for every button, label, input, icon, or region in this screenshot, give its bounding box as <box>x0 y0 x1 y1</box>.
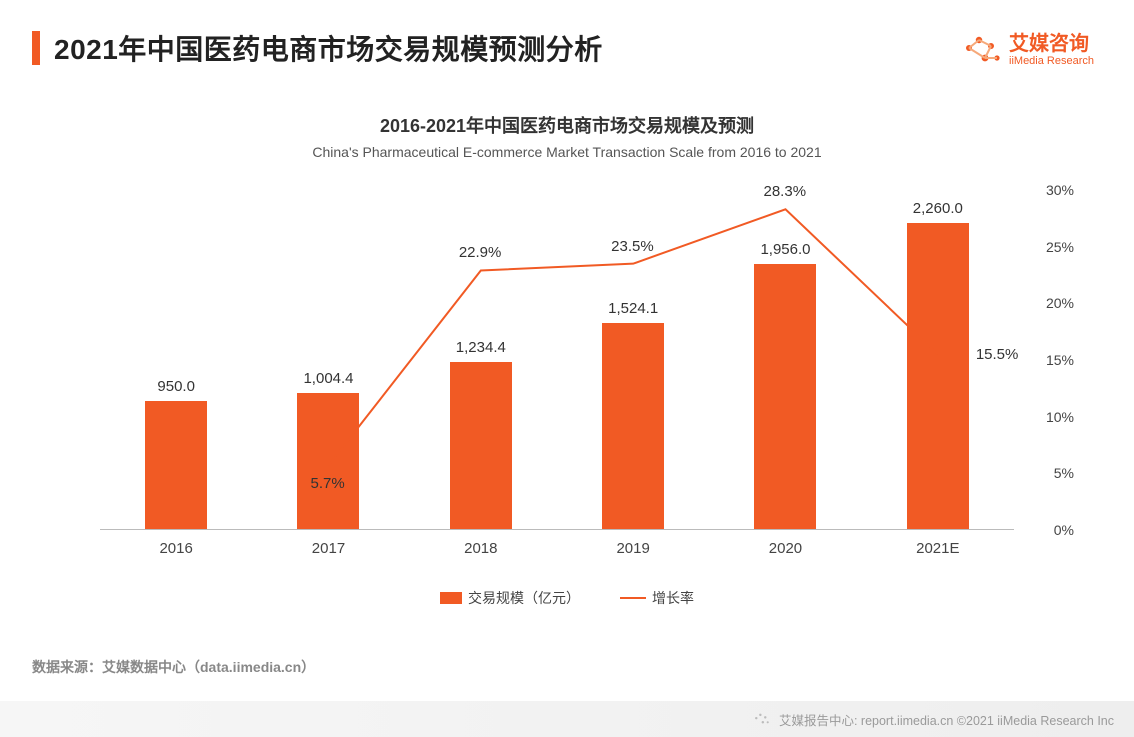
legend-swatch-bar <box>440 592 462 604</box>
data-source: 数据来源：艾媒数据中心（data.iimedia.cn） <box>32 657 315 677</box>
chart-plot: 950.01,004.41,234.41,524.11,956.02,260.0… <box>100 190 1014 530</box>
brand-name-cn: 艾媒咨询 <box>1009 33 1094 55</box>
growth-rate-label: 28.3% <box>764 183 807 200</box>
title-wrap: 2021年中国医药电商市场交易规模预测分析 <box>32 28 603 68</box>
chart-area: 950.01,004.41,234.41,524.11,956.02,260.0… <box>100 190 1074 570</box>
y2-tick-label: 15% <box>1046 352 1074 368</box>
growth-rate-label: 5.7% <box>311 475 345 492</box>
x-tick-label: 2019 <box>557 530 709 570</box>
y2-tick-label: 30% <box>1046 182 1074 198</box>
y2-tick-label: 20% <box>1046 295 1074 311</box>
legend-line-label: 增长率 <box>652 588 694 608</box>
growth-line <box>100 190 1014 530</box>
header: 2021年中国医药电商市场交易规模预测分析 艾媒咨询 iiMedia Resea… <box>0 0 1134 72</box>
growth-rate-label: 23.5% <box>611 238 654 255</box>
page-title: 2021年中国医药电商市场交易规模预测分析 <box>54 28 603 68</box>
footer-text: 艾媒报告中心: report.iimedia.cn ©2021 iiMedia … <box>779 710 1114 729</box>
y2-tick-label: 5% <box>1054 465 1074 481</box>
growth-rate-label: 15.5% <box>976 346 1019 363</box>
growth-rate-label: 22.9% <box>459 244 502 261</box>
y2-tick-label: 10% <box>1046 409 1074 425</box>
legend-item-line: 增长率 <box>620 588 694 608</box>
title-accent-bar <box>32 31 40 65</box>
legend-swatch-line <box>620 597 646 599</box>
x-tick-label: 2016 <box>100 530 252 570</box>
chart-title-en: China's Pharmaceutical E-commerce Market… <box>0 144 1134 160</box>
x-tick-label: 2018 <box>405 530 557 570</box>
chart-legend: 交易规模（亿元） 增长率 <box>0 588 1134 608</box>
y2-tick-label: 0% <box>1054 522 1074 538</box>
brand-icon <box>961 28 1005 72</box>
brand-name-en: iiMedia Research <box>1009 55 1094 67</box>
legend-bar-label: 交易规模（亿元） <box>468 588 580 608</box>
x-tick-label: 2021E <box>862 530 1014 570</box>
chart-titles: 2016-2021年中国医药电商市场交易规模及预测 China's Pharma… <box>0 112 1134 160</box>
legend-item-bar: 交易规模（亿元） <box>440 588 580 608</box>
footer: 艾媒报告中心: report.iimedia.cn ©2021 iiMedia … <box>0 701 1134 737</box>
y2-tick-label: 25% <box>1046 239 1074 255</box>
chart-title-cn: 2016-2021年中国医药电商市场交易规模及预测 <box>0 112 1134 138</box>
x-tick-label: 2017 <box>252 530 404 570</box>
brand-logo: 艾媒咨询 iiMedia Research <box>961 28 1094 72</box>
footer-logo-icon <box>753 710 771 728</box>
x-tick-label: 2020 <box>709 530 861 570</box>
x-axis: 201620172018201920202021E <box>100 530 1014 570</box>
